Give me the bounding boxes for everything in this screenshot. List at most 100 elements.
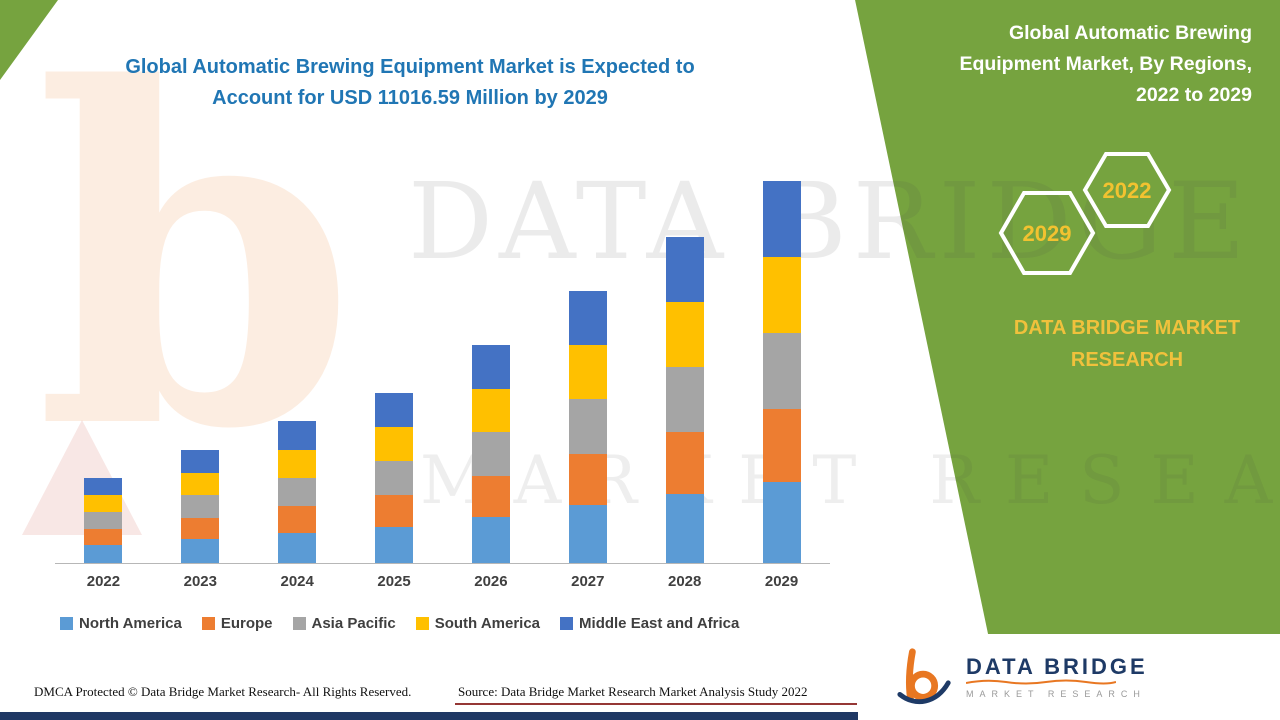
bar-segment-2026-south-america bbox=[471, 388, 510, 433]
legend-label-south-america: South America bbox=[434, 615, 541, 632]
top-left-corner-accent bbox=[0, 0, 58, 80]
bar-stack-2027 bbox=[568, 290, 607, 563]
bar-segment-2022-north-america bbox=[84, 545, 123, 563]
bar-stack-2022 bbox=[84, 478, 123, 563]
legend-swatch-europe bbox=[201, 617, 215, 630]
bar-segment-2026-asia-pacific bbox=[471, 432, 510, 476]
bar-segment-2027-asia-pacific bbox=[568, 399, 607, 454]
dmca-notice: DMCA Protected © Data Bridge Market Rese… bbox=[34, 684, 412, 699]
bar-group-2025 bbox=[346, 178, 443, 563]
source-note: Source: Data Bridge Market Research Mark… bbox=[458, 684, 808, 699]
logo-underline-wave bbox=[966, 679, 1116, 685]
bar-segment-2024-asia-pacific bbox=[278, 477, 317, 507]
bar-segment-2024-south-america bbox=[278, 449, 317, 478]
legend-label-europe: Europe bbox=[220, 615, 273, 632]
bar-stack-2028 bbox=[665, 237, 704, 563]
bar-group-2027 bbox=[539, 178, 636, 563]
bar-segment-2026-middle-east-and-africa bbox=[471, 345, 510, 389]
bar-segment-2025-middle-east-and-africa bbox=[375, 393, 414, 427]
bar-segment-2023-europe bbox=[181, 517, 220, 540]
bar-segment-2027-south-america bbox=[568, 344, 607, 400]
bar-segment-2024-north-america bbox=[278, 533, 317, 563]
bar-stack-2024 bbox=[278, 421, 317, 563]
bar-plot bbox=[55, 178, 830, 564]
bar-segment-2026-europe bbox=[471, 475, 510, 517]
legend-item-middle-east-and-africa: Middle East and Africa bbox=[560, 615, 739, 632]
x-tick-2024: 2024 bbox=[280, 573, 314, 590]
panel-brand-caption: DATA BRIDGE MARKET RESEARCH bbox=[1013, 317, 1241, 371]
legend-swatch-north-america bbox=[60, 617, 73, 630]
legend-item-north-america: North America bbox=[60, 615, 182, 632]
logo-tagline-text: MARKET RESEARCH bbox=[966, 689, 1146, 699]
bar-segment-2024-middle-east-and-africa bbox=[278, 421, 317, 450]
bar-group-2026 bbox=[443, 178, 540, 563]
bar-group-2023 bbox=[152, 178, 249, 563]
bar-stack-2026 bbox=[471, 345, 510, 563]
year-hexagons: 2029 2022 bbox=[998, 152, 1172, 275]
legend-label-middle-east-and-africa: Middle East and Africa bbox=[579, 615, 740, 632]
source-underline-rule bbox=[455, 703, 857, 705]
bar-segment-2023-south-america bbox=[181, 472, 220, 496]
bar-segment-2022-south-america bbox=[84, 494, 123, 512]
bar-segment-2027-north-america bbox=[568, 505, 607, 563]
legend-item-south-america: South America bbox=[415, 615, 541, 632]
hexagon-2022-shape bbox=[1082, 152, 1172, 228]
x-tick-2023: 2023 bbox=[183, 573, 217, 590]
bar-group-2022 bbox=[55, 178, 152, 563]
bar-segment-2028-asia-pacific bbox=[665, 366, 704, 433]
legend-label-asia-pacific: Asia Pacific bbox=[311, 615, 396, 632]
bar-segment-2028-middle-east-and-africa bbox=[665, 237, 704, 302]
panel-heading: Global Automatic Brewing Equipment Marke… bbox=[959, 22, 1252, 106]
stacked-bar-chart: 2022 2023 2024 2025 2026 2027 2028 2029 bbox=[55, 178, 830, 590]
x-tick-2026: 2026 bbox=[474, 573, 508, 590]
bar-segment-2028-europe bbox=[665, 432, 704, 494]
hexagon-2029-label: 2029 bbox=[1023, 221, 1072, 246]
bar-segment-2023-middle-east-and-africa bbox=[181, 450, 220, 473]
bar-segment-2029-europe bbox=[762, 409, 801, 482]
x-tick-2028: 2028 bbox=[668, 573, 702, 590]
bar-stack-2029 bbox=[762, 180, 801, 563]
bar-segment-2025-europe bbox=[375, 494, 414, 527]
legend-swatch-middle-east-and-africa bbox=[560, 617, 574, 630]
bar-stack-2025 bbox=[375, 393, 414, 563]
bar-segment-2029-south-america bbox=[762, 256, 801, 334]
bar-segment-2029-middle-east-and-africa bbox=[762, 180, 801, 257]
bar-segment-2027-europe bbox=[568, 453, 607, 506]
bar-segment-2029-asia-pacific bbox=[762, 333, 801, 410]
hexagon-2022-label: 2022 bbox=[1103, 178, 1152, 203]
legend-swatch-asia-pacific bbox=[292, 617, 306, 630]
bar-segment-2026-north-america bbox=[471, 516, 510, 563]
chart-title: Global Automatic Brewing Equipment Marke… bbox=[90, 52, 730, 114]
legend-item-asia-pacific: Asia Pacific bbox=[292, 615, 396, 632]
logo-brand-text: DATA BRIDGE bbox=[966, 654, 1148, 679]
bar-stack-2023 bbox=[181, 450, 220, 563]
bar-group-2029 bbox=[733, 178, 830, 563]
legend-label-north-america: North America bbox=[79, 615, 182, 632]
bar-segment-2023-north-america bbox=[181, 539, 220, 563]
hexagon-2029-shape bbox=[998, 191, 1096, 275]
x-tick-2029: 2029 bbox=[764, 573, 799, 590]
bar-group-2024 bbox=[249, 178, 346, 563]
x-tick-2027: 2027 bbox=[571, 573, 605, 590]
bar-group-2028 bbox=[636, 178, 733, 563]
x-axis-labels: 2022 2023 2024 2025 2026 2027 2028 2029 bbox=[55, 573, 830, 590]
chart-title-line1: Global Automatic Brewing Equipment Marke… bbox=[125, 56, 695, 78]
chart-title-line2: Account for USD 11016.59 Million by 2029 bbox=[212, 87, 608, 109]
company-logo-block: DATA BRIDGE MARKET RESEARCH bbox=[880, 634, 1280, 720]
x-tick-2025: 2025 bbox=[377, 573, 411, 590]
bar-segment-2027-middle-east-and-africa bbox=[568, 290, 607, 345]
bar-segment-2023-asia-pacific bbox=[181, 495, 220, 518]
bar-segment-2028-north-america bbox=[665, 494, 704, 563]
bar-segment-2022-asia-pacific bbox=[84, 511, 123, 529]
bar-segment-2025-north-america bbox=[375, 526, 414, 563]
bar-segment-2024-europe bbox=[278, 506, 317, 533]
bar-segment-2028-south-america bbox=[665, 301, 704, 367]
bar-segment-2025-south-america bbox=[375, 426, 414, 461]
bar-segment-2022-middle-east-and-africa bbox=[84, 478, 123, 495]
bar-segment-2022-europe bbox=[84, 528, 123, 545]
bar-segment-2029-north-america bbox=[762, 481, 801, 563]
legend-item-europe: Europe bbox=[201, 615, 273, 632]
logo-text-block: DATA BRIDGE MARKET RESEARCH bbox=[966, 655, 1148, 699]
x-tick-2022: 2022 bbox=[86, 573, 121, 590]
